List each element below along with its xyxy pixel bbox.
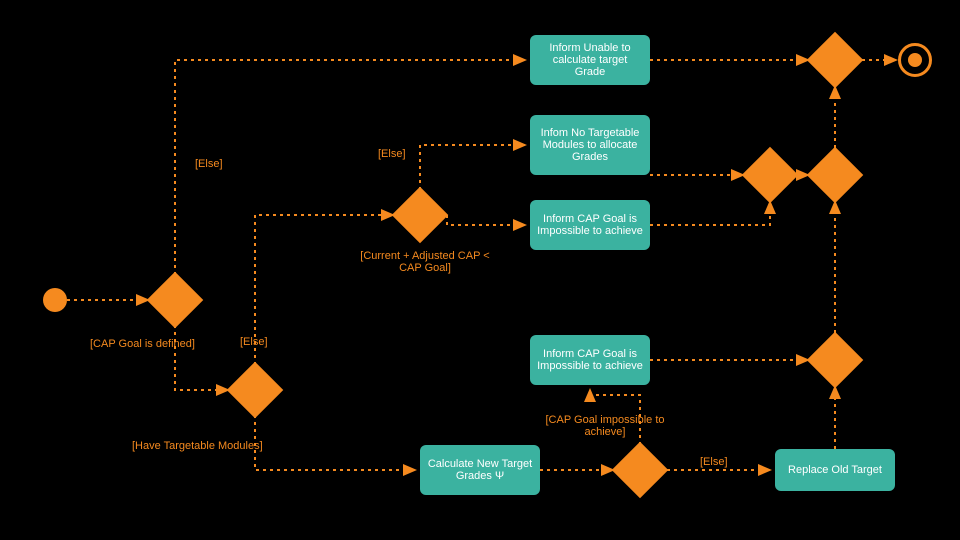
label-text: [Else] <box>240 336 268 348</box>
label-text: [Else] <box>700 456 728 468</box>
activity-replace-old: Replace Old Target <box>775 449 895 491</box>
activity-calculate-new: Calculate New Target Grades Ψ <box>420 445 540 495</box>
label-text: [Current + Adjusted CAP < CAP Goal] <box>360 250 489 274</box>
activity-inform-impossible-2: Inform CAP Goal is Impossible to achieve <box>530 335 650 385</box>
edge <box>420 145 525 190</box>
edge-label: [Else] <box>700 456 728 468</box>
activity-inform-impossible-1: Inform CAP Goal is Impossible to achieve <box>530 200 650 250</box>
label-text: [Have Targetable Modules] <box>132 440 263 452</box>
activity-label: Infom No Targetable Modules to allocate … <box>536 127 644 163</box>
end-node-inner <box>908 53 922 67</box>
edge-label: [CAP Goal impossible to achieve] <box>540 414 670 438</box>
gateway-merge-top <box>807 32 864 89</box>
activity-label: Inform CAP Goal is Impossible to achieve <box>536 213 644 237</box>
label-text: [Else] <box>195 158 223 170</box>
edge-label: [Else] <box>378 148 406 160</box>
activity-inform-unable: Inform Unable to calculate target Grade <box>530 35 650 85</box>
decision-cap-goal-defined <box>147 272 204 329</box>
start-node <box>43 288 67 312</box>
activity-label: Inform Unable to calculate target Grade <box>536 42 644 78</box>
label-text: [CAP Goal is defined] <box>90 338 195 350</box>
edge <box>255 215 393 365</box>
edge <box>175 325 228 390</box>
edge-label: [Else] <box>195 158 223 170</box>
gateway-merge-mid1 <box>742 147 799 204</box>
edge <box>255 415 415 470</box>
decision-impossible-check <box>612 442 669 499</box>
edge-label: [Current + Adjusted CAP < CAP Goal] <box>360 250 490 274</box>
edge-label: [CAP Goal is defined] <box>90 338 195 350</box>
label-text: [CAP Goal impossible to achieve] <box>545 414 664 438</box>
edge-label: [Have Targetable Modules] <box>132 440 263 452</box>
edge-label: [Else] <box>240 336 268 348</box>
activity-inform-no-target: Infom No Targetable Modules to allocate … <box>530 115 650 175</box>
gateway-merge-low <box>807 332 864 389</box>
decision-have-targetable <box>227 362 284 419</box>
activity-label: Inform CAP Goal is Impossible to achieve <box>536 348 644 372</box>
activity-label: Replace Old Target <box>788 464 882 476</box>
decision-cap-goal-check <box>392 187 449 244</box>
activity-label: Calculate New Target Grades Ψ <box>426 458 534 482</box>
gateway-merge-mid2 <box>807 147 864 204</box>
edge <box>175 60 525 275</box>
end-node <box>898 43 932 77</box>
edge <box>650 202 770 225</box>
label-text: [Else] <box>378 148 406 160</box>
edge <box>447 215 525 225</box>
